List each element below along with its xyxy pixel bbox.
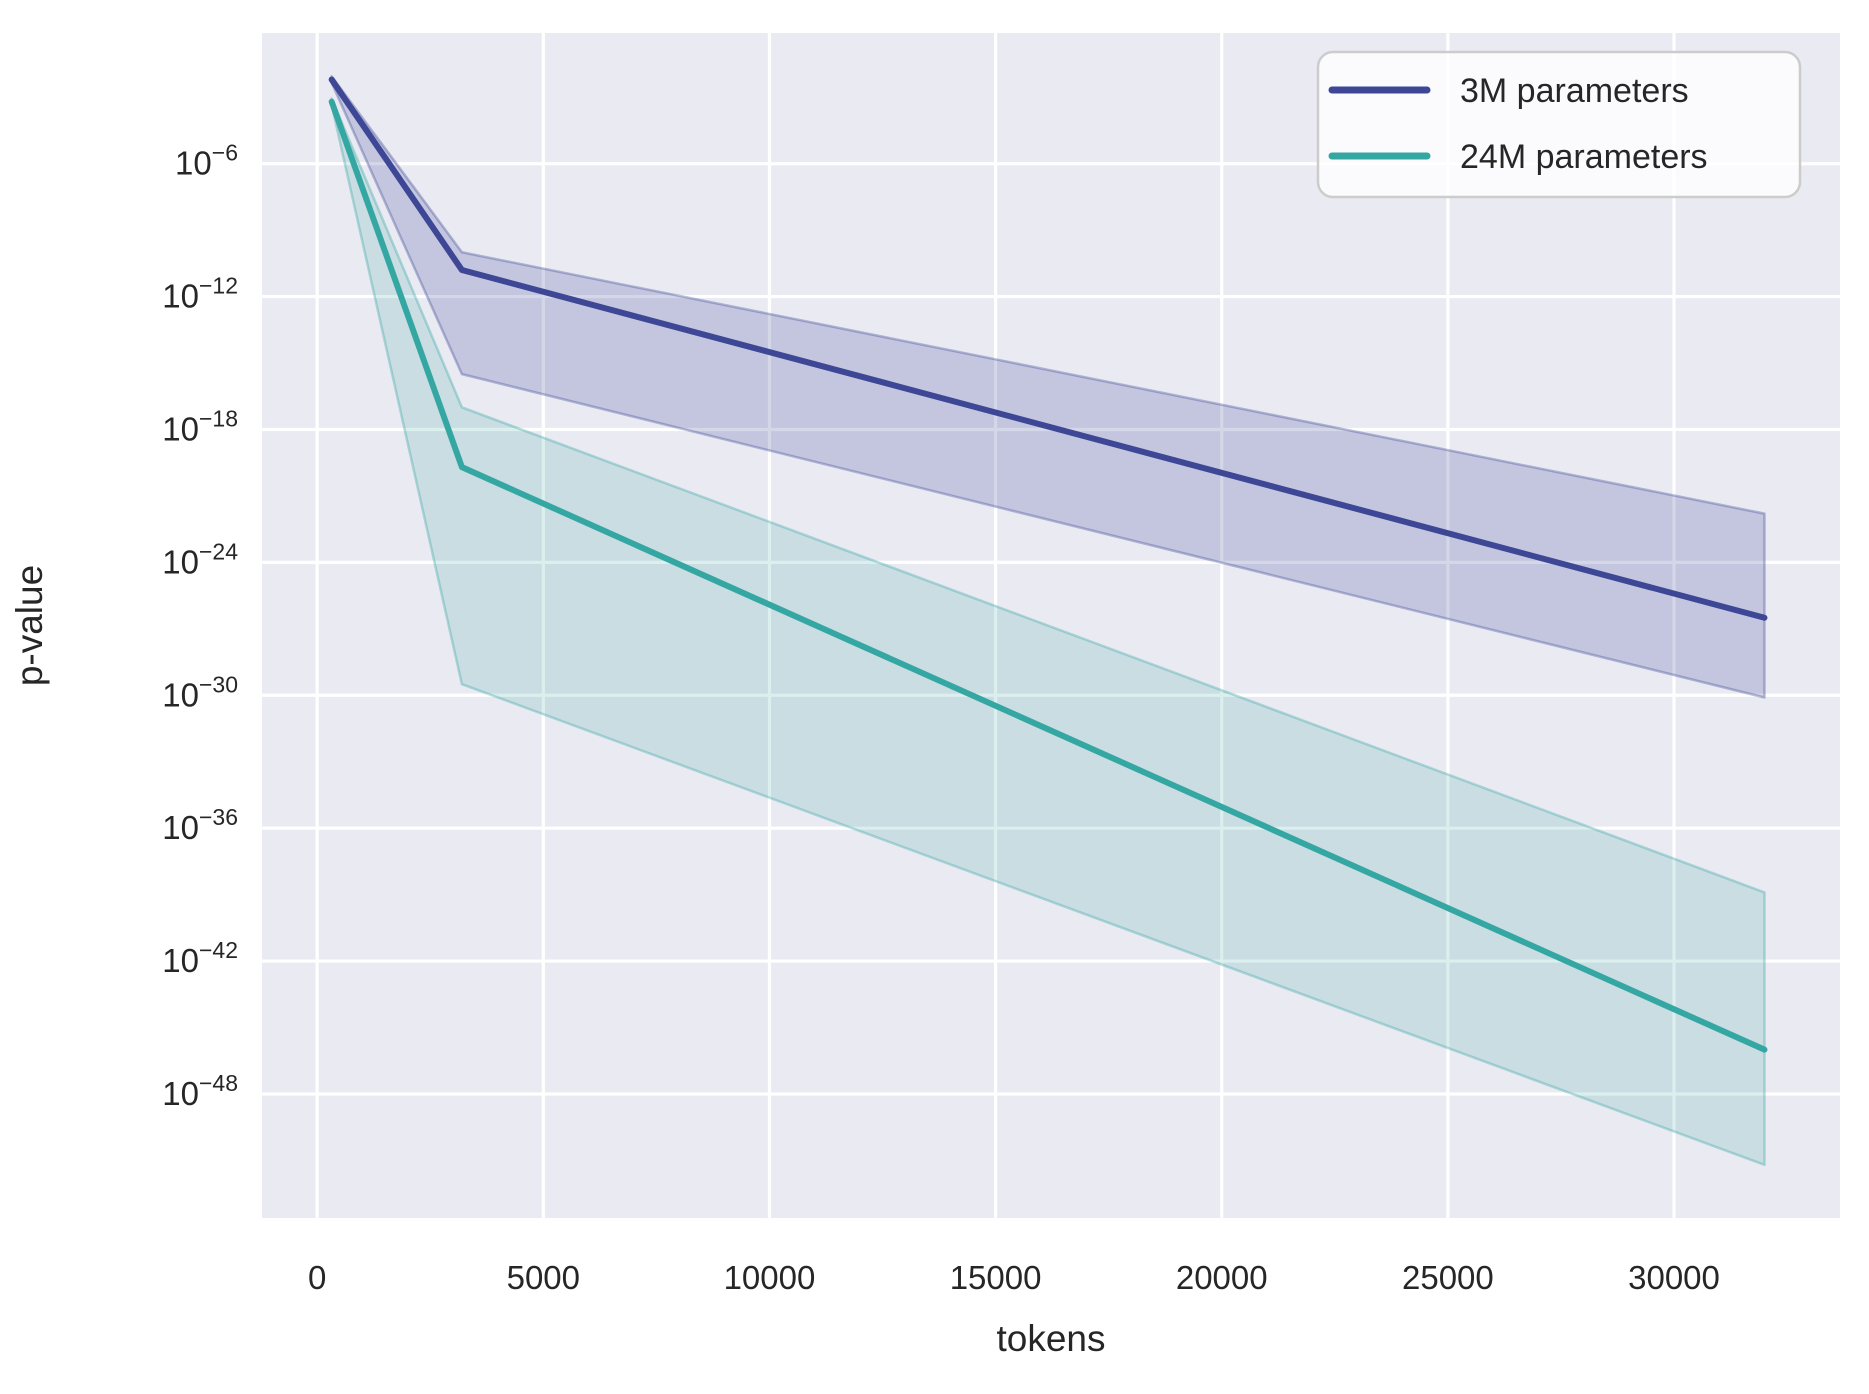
y-tick-label-1e-12: 10−12 xyxy=(162,273,238,315)
y-tick-label-1e-6: 10−6 xyxy=(175,140,238,182)
series-line-3m-parameters xyxy=(328,76,1768,621)
x-tick-label-30000: 30000 xyxy=(1628,1259,1720,1296)
y-axis-label: p-value xyxy=(9,565,50,686)
plot-area xyxy=(262,33,1840,1218)
y-tick-label-1e-48: 10−48 xyxy=(162,1070,238,1112)
y-tick-label-1e-18: 10−18 xyxy=(162,405,238,447)
legend-box xyxy=(1316,50,1802,199)
series-line-24m-parameters xyxy=(328,98,1768,1053)
x-tick-label-20000: 20000 xyxy=(1176,1259,1268,1296)
y-tick-label-1e-30: 10−30 xyxy=(162,671,238,713)
legend-label-24m-parameters: 24M parameters xyxy=(1460,138,1708,176)
x-tick-label-10000: 10000 xyxy=(724,1259,816,1296)
legend-label-3m-parameters: 3M parameters xyxy=(1460,72,1689,110)
y-tick-label-1e-24: 10−24 xyxy=(162,538,238,580)
y-tick-label-1e-42: 10−42 xyxy=(162,937,238,979)
x-tick-label-25000: 25000 xyxy=(1402,1259,1494,1296)
x-tick-label-0: 0 xyxy=(308,1259,326,1296)
x-tick-label-5000: 5000 xyxy=(507,1259,580,1296)
legend-item-3m-parameters: 3M parameters xyxy=(1328,72,1689,110)
legend: 3M parameters 24M parameters xyxy=(1316,50,1802,199)
legend-item-24m-parameters: 24M parameters xyxy=(1328,138,1708,176)
x-axis-label: tokens xyxy=(996,1318,1105,1359)
x-tick-label-15000: 15000 xyxy=(950,1259,1042,1296)
y-tick-label-1e-36: 10−36 xyxy=(162,804,238,846)
